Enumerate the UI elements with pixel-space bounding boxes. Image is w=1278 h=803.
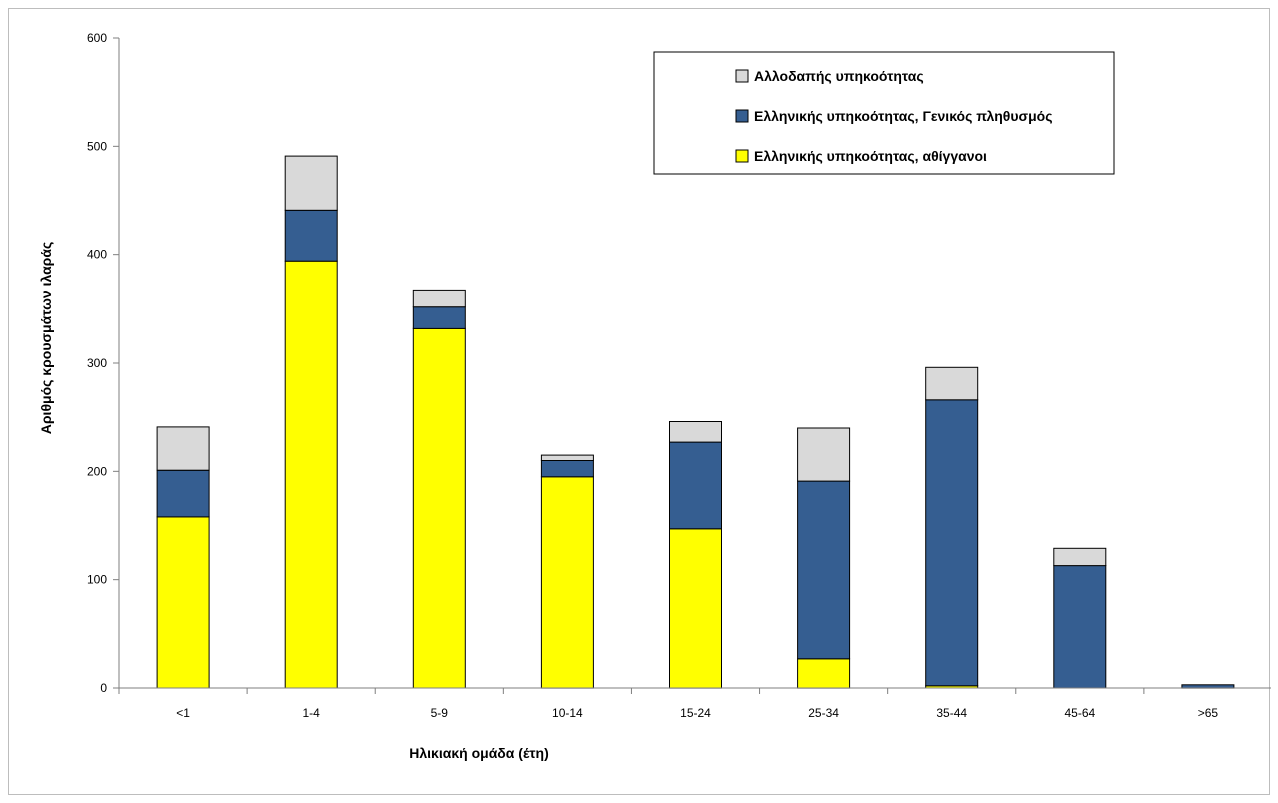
x-tick-label: 45-64	[1064, 706, 1095, 720]
bar-segment-10-14-series-0	[540, 476, 594, 689]
chart-area: 0 100 200 300 400 500 600 <1 1-4 5-9 10-14 15-24 25-…	[8, 8, 1271, 795]
y-tick-label: 200	[87, 464, 107, 478]
x-tick-label: 35-44	[936, 706, 967, 720]
bar-segment-15-24-series-0	[669, 528, 722, 689]
bar-segment-25-34-series-0	[797, 658, 851, 689]
bar-segment-15-24-series-2	[669, 421, 722, 443]
x-axis-title: Ηλικιακή ομάδα (έτη)	[409, 745, 549, 761]
bar-segment-25-34-series-2	[797, 427, 851, 482]
bar-segment-35-44-series-1	[925, 399, 979, 687]
bar-segment-<1-series-0	[156, 516, 210, 689]
bar-segment-10-14-series-2	[540, 454, 594, 462]
bar-segment-15-24-series-1	[669, 441, 722, 530]
y-tick-label: 0	[100, 681, 107, 695]
y-tick-label: 500	[87, 139, 107, 153]
bar-segment-5-9-series-0	[412, 327, 466, 689]
stacked-bar-chart: 0 100 200 300 400 500 600 <1 1-4 5-9 10-14 15-24 25-…	[38, 31, 1271, 761]
legend-swatch	[735, 109, 749, 123]
bar-segment-5-9-series-1	[412, 306, 466, 329]
bar-segment-5-9-series-2	[412, 289, 466, 308]
bar-segment-45-64-series-1	[1053, 565, 1107, 689]
axes-layer: 0 100 200 300 400 500 600 <1 1-4 5-9 10-14 15-24 25-…	[87, 31, 1271, 720]
legend-label: Ελληνικής υπηκοότητας, αθίγγανοι	[754, 148, 987, 164]
bars-layer	[156, 155, 1235, 689]
x-tick-label: 1-4	[302, 706, 320, 720]
bar-segment-10-14-series-1	[540, 460, 594, 478]
bar-segment-1-4-series-2	[284, 155, 338, 211]
legend-label: Ελληνικής υπηκοότητας, Γενικός πληθυσμός	[754, 108, 1053, 124]
bar-segment-35-44-series-2	[925, 366, 979, 401]
y-tick-label: 600	[87, 31, 107, 45]
bar-segment-45-64-series-2	[1053, 547, 1107, 567]
x-tick-label: 10-14	[552, 706, 583, 720]
x-tick-label: 15-24	[680, 706, 711, 720]
bar-segment-25-34-series-1	[797, 480, 851, 660]
x-tick-label: 25-34	[808, 706, 839, 720]
x-tick-label: 5-9	[431, 706, 449, 720]
bar-segment-<1-series-1	[156, 469, 210, 518]
bar-segment-1-4-series-0	[284, 260, 338, 689]
legend-swatch	[735, 149, 749, 163]
x-tick-label: <1	[176, 706, 190, 720]
y-axis-title: Αριθμός κρουσμάτων ιλαράς	[38, 242, 54, 434]
bar-segment-<1-series-2	[156, 426, 210, 471]
legend-box	[653, 51, 1115, 175]
y-tick-label: 400	[87, 248, 107, 262]
legend: Αλλοδαπής υπηκοότητας Ελληνικής υπηκοότητ…	[653, 51, 1115, 175]
legend-label: Αλλοδαπής υπηκοότητας	[754, 68, 924, 84]
y-tick-label: 100	[87, 573, 107, 587]
x-tick-label: >65	[1198, 706, 1219, 720]
bar-segment-1-4-series-1	[284, 209, 338, 262]
y-tick-label: 300	[87, 356, 107, 370]
legend-swatch	[735, 69, 749, 83]
